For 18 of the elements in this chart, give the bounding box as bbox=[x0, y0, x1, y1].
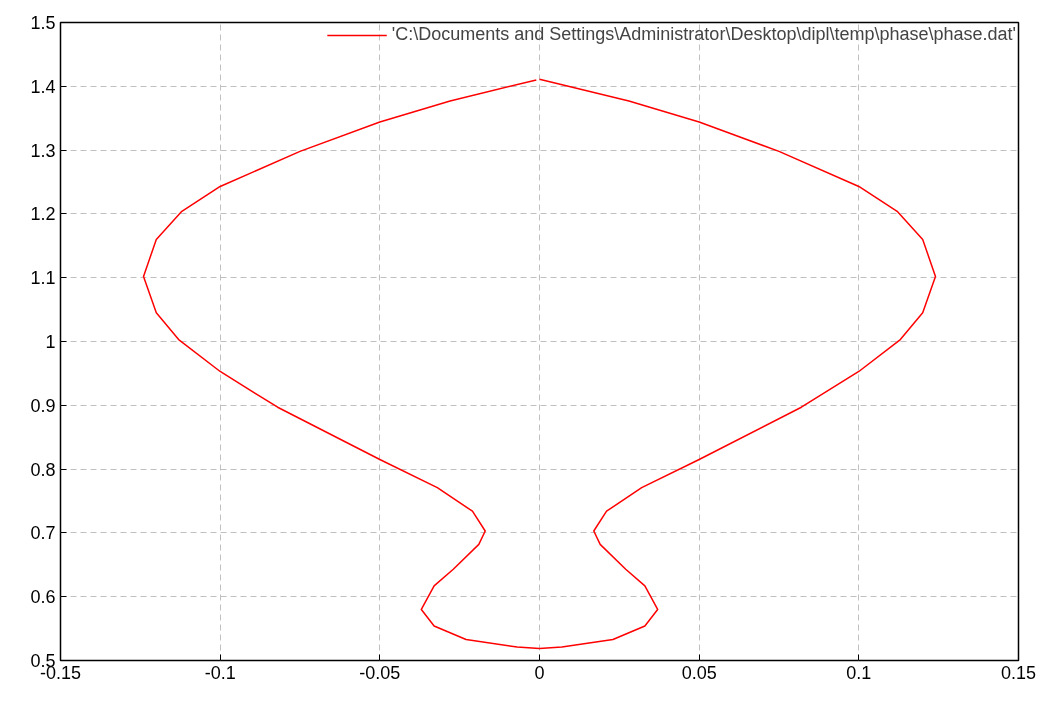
line-series bbox=[142, 78, 937, 650]
y-tick-label: 1.2 bbox=[30, 204, 56, 225]
y-tick-label: 1.4 bbox=[30, 76, 56, 97]
y-tick-label: 0.9 bbox=[30, 395, 56, 416]
y-tick-label: 1 bbox=[45, 332, 56, 352]
x-tick-label: 0 bbox=[534, 662, 545, 683]
y-tick-label: 1.5 bbox=[30, 13, 56, 33]
x-tick-label: 0.1 bbox=[846, 662, 872, 683]
x-tick-label: 0.15 bbox=[1000, 662, 1037, 683]
y-tick-label: 1.3 bbox=[30, 140, 56, 161]
y-tick-label: 0.8 bbox=[30, 459, 56, 480]
y-tick-label: 0.7 bbox=[30, 523, 56, 544]
y-tick-label: 1.1 bbox=[30, 268, 56, 289]
x-tick-label: -0.05 bbox=[359, 662, 401, 683]
x-tick-label: 0.05 bbox=[681, 662, 717, 683]
x-tick-label: -0.1 bbox=[204, 662, 236, 683]
y-tick-label: 0.6 bbox=[30, 587, 56, 608]
legend-label: 'C:\Documents and Settings\Administrator\Desktop\dipl\temp\phase\phase.dat' bbox=[391, 24, 1016, 45]
